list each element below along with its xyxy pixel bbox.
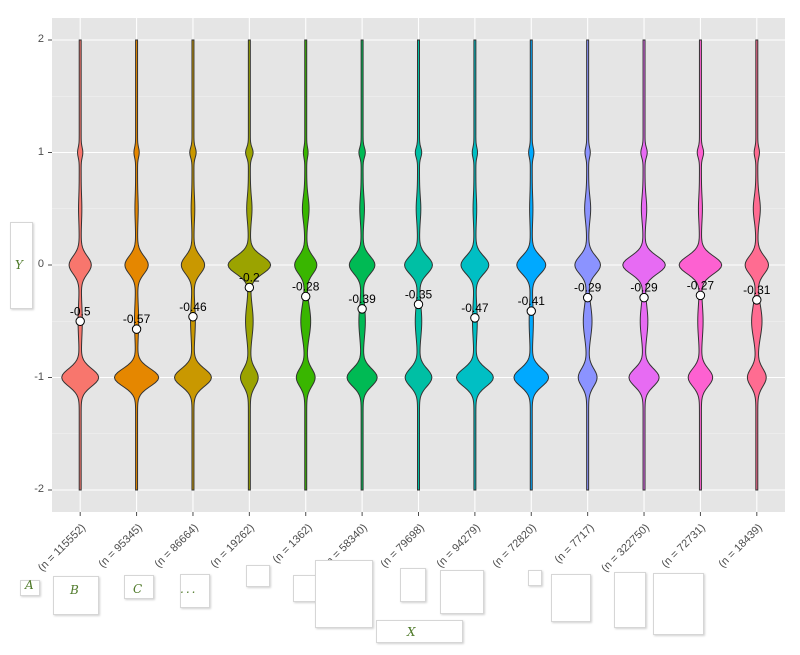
letter-card-c — [124, 575, 154, 599]
y-label-card — [10, 222, 33, 309]
mean-label: -0.5 — [70, 304, 91, 318]
mean-label: -0.35 — [405, 287, 433, 301]
letter-a: A — [25, 578, 34, 592]
axis-ticks — [48, 39, 758, 516]
mean-label: -0.41 — [518, 294, 546, 308]
violin — [744, 39, 770, 491]
mean-point — [75, 316, 85, 326]
blank-card-4 — [400, 568, 426, 602]
blank-card-3 — [315, 560, 373, 628]
violin — [513, 39, 550, 491]
mean-label: -0.47 — [461, 301, 489, 315]
violin — [294, 39, 318, 491]
violin — [622, 39, 666, 491]
mean-point — [470, 313, 480, 323]
violin — [227, 39, 272, 491]
violin — [346, 39, 378, 491]
mean-label: -0.46 — [179, 300, 207, 314]
violin — [678, 39, 723, 491]
y-tick-label: -1 — [34, 370, 44, 383]
mean-label: -0.31 — [743, 283, 771, 297]
mean-label: -0.29 — [574, 281, 602, 295]
x-axis-label: X — [407, 625, 416, 639]
mean-label: -0.2 — [239, 271, 260, 285]
x-label-card — [376, 620, 463, 643]
mean-markers: -0.5 -0.57 -0.46 -0.2 -0.28 -0.39 -0.35 -0.47 -0… — [70, 271, 771, 334]
y-tick-label: 1 — [37, 145, 44, 158]
letter-dots: ... — [180, 582, 198, 596]
mean-point — [639, 292, 649, 303]
blank-card-9 — [653, 573, 704, 635]
violin — [113, 39, 160, 491]
y-axis-label: Y — [15, 258, 23, 272]
mean-point — [526, 306, 536, 316]
blank-card-6 — [528, 570, 542, 586]
violin — [61, 39, 100, 491]
blank-card-1 — [246, 565, 270, 587]
mean-point — [131, 324, 142, 334]
mean-point — [582, 292, 593, 303]
mean-point — [188, 312, 198, 322]
mean-point — [695, 290, 706, 301]
letter-c: C — [133, 582, 143, 596]
letter-b: B — [70, 583, 79, 597]
mean-point — [244, 282, 255, 293]
mean-label: -0.29 — [630, 281, 658, 295]
mean-point — [357, 304, 367, 314]
violin — [574, 39, 601, 491]
mean-point — [752, 295, 762, 305]
violin — [173, 39, 212, 491]
mean-point — [301, 291, 311, 302]
mean-label: -0.28 — [292, 280, 320, 294]
letter-card-b — [53, 576, 99, 615]
y-tick-label: -2 — [34, 483, 44, 495]
letter-card-a — [20, 580, 40, 596]
blank-card-8 — [614, 572, 646, 628]
violin — [404, 39, 433, 491]
blank-card-7 — [551, 574, 591, 622]
y-tick-label: 2 — [37, 33, 44, 45]
mean-label: -0.57 — [123, 312, 151, 326]
violins — [61, 39, 770, 491]
mean-label: -0.39 — [348, 292, 376, 306]
violin — [455, 39, 494, 491]
letter-card-dots — [180, 574, 210, 608]
mean-label: -0.27 — [687, 278, 715, 292]
mean-point — [413, 299, 424, 310]
y-tick-label: 0 — [37, 258, 44, 270]
blank-card-5 — [440, 570, 484, 614]
